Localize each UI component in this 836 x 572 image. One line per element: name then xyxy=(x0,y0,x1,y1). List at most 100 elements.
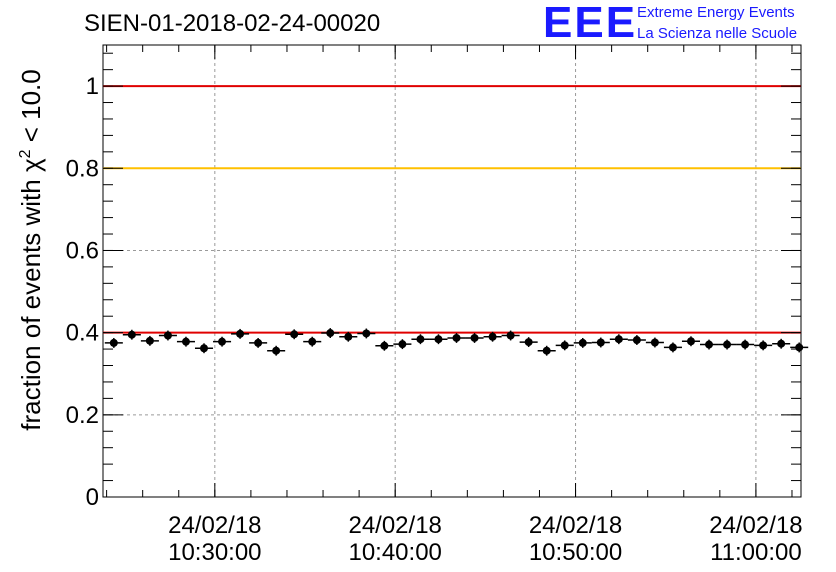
data-point xyxy=(267,345,286,356)
data-marker xyxy=(452,333,461,342)
y-tick-labels: 0 0.2 0.4 0.6 0.8 1 xyxy=(66,73,99,511)
data-point xyxy=(501,330,520,341)
data-point xyxy=(194,343,214,354)
data-marker xyxy=(326,329,335,338)
data-marker xyxy=(398,340,407,349)
data-marker xyxy=(578,338,587,347)
data-point xyxy=(339,331,358,342)
data-point xyxy=(627,335,646,345)
data-marker xyxy=(362,329,371,338)
data-point xyxy=(465,333,484,343)
data-point xyxy=(158,330,177,341)
data-point xyxy=(303,336,322,347)
y-label-part: < 10.0 xyxy=(16,69,46,149)
data-marker xyxy=(218,337,227,346)
data-marker xyxy=(109,338,118,347)
logo-mark: EEE xyxy=(543,0,638,47)
data-marker xyxy=(163,331,172,340)
data-point xyxy=(663,342,682,353)
data-point xyxy=(104,337,123,348)
data-marker xyxy=(488,332,497,341)
data-marker xyxy=(416,335,425,344)
data-point xyxy=(393,339,412,350)
data-marker xyxy=(542,346,551,355)
data-point xyxy=(772,338,791,349)
data-marker xyxy=(506,331,515,340)
x-tick-time: 11:00:00 xyxy=(710,539,802,566)
data-marker xyxy=(596,338,605,347)
data-marker xyxy=(200,344,209,353)
data-marker xyxy=(723,340,732,349)
y-tick-label: 1 xyxy=(86,73,99,100)
data-points xyxy=(104,328,809,356)
data-marker xyxy=(614,335,623,344)
data-point xyxy=(231,328,250,339)
data-marker xyxy=(181,337,190,346)
eee-logo: EEE Extreme Energy Events La Scienza nel… xyxy=(543,0,833,47)
data-point xyxy=(519,337,538,348)
data-marker xyxy=(524,338,533,347)
data-marker xyxy=(668,343,677,352)
x-tick-date: 24/02/18 xyxy=(529,512,622,539)
data-point xyxy=(718,339,737,350)
x-tick-labels: 24/02/1810:30:0024/02/1810:40:0024/02/18… xyxy=(168,512,803,566)
data-marker xyxy=(145,336,154,345)
data-point xyxy=(140,335,159,346)
y-tick-label: 0 xyxy=(86,484,99,511)
x-tick-time: 10:30:00 xyxy=(168,539,261,566)
data-marker xyxy=(290,330,299,339)
data-point xyxy=(555,340,574,351)
data-point xyxy=(681,336,700,347)
x-tick-date: 24/02/18 xyxy=(709,512,802,539)
y-tick-label: 0.2 xyxy=(66,402,99,429)
data-point xyxy=(447,333,466,343)
data-point xyxy=(645,337,664,348)
x-tick-time: 10:50:00 xyxy=(529,539,622,566)
data-marker xyxy=(705,340,714,349)
data-marker xyxy=(632,336,641,345)
reference-lines xyxy=(103,85,801,334)
logo-line-2: La Scienza nelle Scuole xyxy=(637,25,798,42)
y-tick-label: 0.4 xyxy=(66,320,99,347)
data-marker xyxy=(759,341,768,350)
data-marker xyxy=(777,339,786,348)
axis-ticks xyxy=(103,45,801,498)
data-marker xyxy=(741,340,750,349)
data-marker xyxy=(236,329,245,338)
data-point xyxy=(429,334,448,345)
y-tick-label: 0.8 xyxy=(66,155,99,182)
data-marker xyxy=(686,337,695,346)
data-marker xyxy=(380,341,389,350)
data-point xyxy=(357,328,376,339)
data-point xyxy=(537,345,556,356)
y-label-superscript: 2 xyxy=(17,149,34,158)
data-point xyxy=(754,340,773,351)
data-point xyxy=(790,342,809,353)
data-point xyxy=(573,337,592,348)
x-tick-time: 10:40:00 xyxy=(348,539,441,566)
data-marker xyxy=(560,341,569,350)
data-marker xyxy=(344,332,353,341)
data-marker xyxy=(254,338,263,347)
chart-title: SIEN-01-2018-02-24-00020 xyxy=(84,10,381,37)
data-point xyxy=(213,336,232,347)
data-point xyxy=(483,331,502,342)
logo-line-1: Extreme Energy Events xyxy=(637,4,795,21)
data-marker xyxy=(470,333,479,342)
y-axis-label: fraction of events with χ2 < 10.0 xyxy=(16,69,46,430)
data-point xyxy=(122,329,141,340)
data-marker xyxy=(308,337,317,346)
data-point xyxy=(321,328,340,338)
data-point xyxy=(699,339,719,350)
data-point xyxy=(736,339,755,350)
y-label-part: fraction of events with χ xyxy=(16,158,46,431)
data-marker xyxy=(650,338,659,347)
data-point xyxy=(591,337,610,348)
data-marker xyxy=(434,335,443,344)
data-marker xyxy=(272,346,281,355)
data-point xyxy=(411,334,430,345)
data-point xyxy=(285,329,304,340)
x-tick-date: 24/02/18 xyxy=(348,512,441,539)
data-point xyxy=(176,336,195,347)
